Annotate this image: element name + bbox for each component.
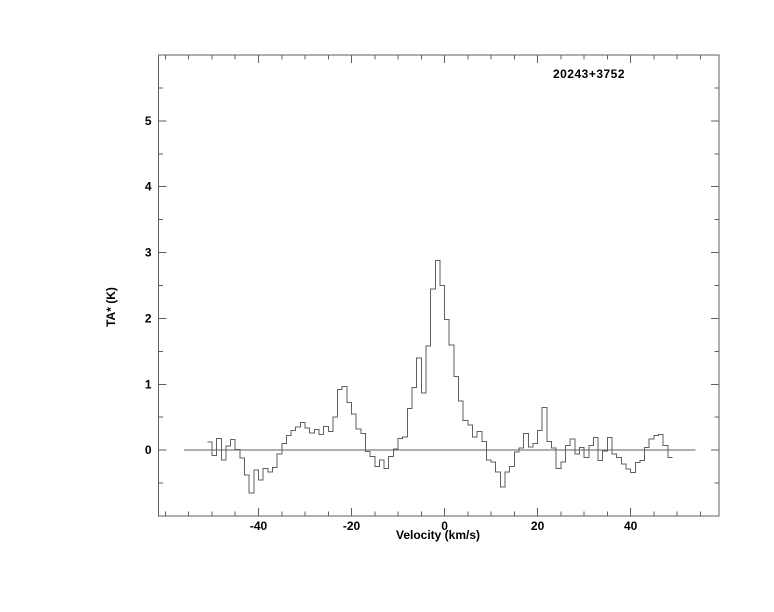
y-tick-label: 4 (145, 180, 152, 194)
x-tick-label: -40 (250, 519, 268, 533)
x-tick-label: 0 (441, 519, 448, 533)
y-tick-label: 5 (145, 114, 152, 128)
spectrum-line (207, 260, 673, 494)
x-tick-label: -20 (343, 519, 361, 533)
source-name-label: 20243+3752 (552, 67, 626, 81)
y-tick-label: 2 (145, 311, 152, 325)
x-axis-title: Velocity (km/s) (395, 528, 481, 542)
y-axis-title: TA* (K) (104, 287, 118, 327)
y-tick-label: 3 (145, 246, 152, 260)
x-tick-label: 20 (531, 519, 545, 533)
x-tick-label: 40 (624, 519, 638, 533)
y-tick-label: 0 (145, 443, 152, 457)
y-tick-label: 1 (145, 377, 152, 391)
plot-frame (158, 54, 720, 517)
